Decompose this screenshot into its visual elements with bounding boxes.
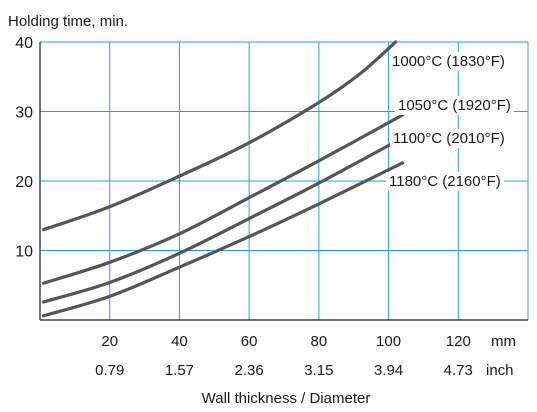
x-tick-label-inch: 2.36 [235,362,264,379]
series-label: 1100°C (2010°F) [393,130,505,147]
x-tick-label-inch: 0.79 [95,362,124,379]
y-tick-label: 20 [15,174,33,191]
series-label: 1180°C (2160°F) [389,173,501,190]
x-unit-inch: inch [486,362,514,379]
series-label: 1000°C (1830°F) [392,53,505,70]
series-label-background [386,172,504,191]
y-tick-label: 10 [15,244,33,261]
x-tick-label-mm: 120 [446,333,471,350]
x-tick-label-mm: 80 [311,333,328,350]
series-labels: 1000°C (1830°F) 1050°C (1920°F) 1100°C (20… [386,52,514,191]
series-line [41,113,405,285]
x-tick-label-mm: 60 [241,333,258,350]
x-tick-label-inch: 3.15 [304,362,333,379]
series-line [41,136,405,304]
y-axis-label: Holding time, min. [8,13,128,30]
x-tick-label-inch: 1.57 [165,362,194,379]
series-label-background [395,96,514,115]
series-line [41,40,398,232]
y-tick-label: 40 [15,35,33,52]
y-tick-label: 30 [15,105,33,122]
x-axis-label: Wall thickness / Diameter [202,390,371,407]
series-lines [41,40,405,318]
x-tick-label-mm: 40 [171,333,188,350]
series-line [41,161,405,318]
tick-labels: 10 20 30 40 20 0.79 40 1.57 60 2.36 80 3.15 100 3.94 1… [15,35,473,379]
series-label-background [390,129,508,148]
chart-labels: Holding time, min. mm inch Wall thicknes… [8,13,516,407]
x-tick-label-mm: 20 [101,333,118,350]
x-unit-mm: mm [491,333,516,350]
series-label-background [389,52,508,71]
x-tick-label-inch: 3.94 [374,362,403,379]
x-tick-label-mm: 100 [376,333,401,350]
series-label: 1050°C (1920°F) [398,97,511,114]
x-tick-label-inch: 4.73 [444,362,473,379]
